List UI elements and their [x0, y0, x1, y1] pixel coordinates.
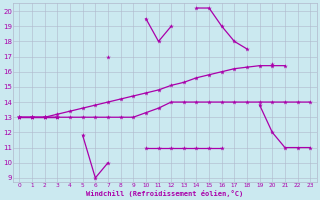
X-axis label: Windchill (Refroidissement éolien,°C): Windchill (Refroidissement éolien,°C) — [86, 190, 244, 197]
